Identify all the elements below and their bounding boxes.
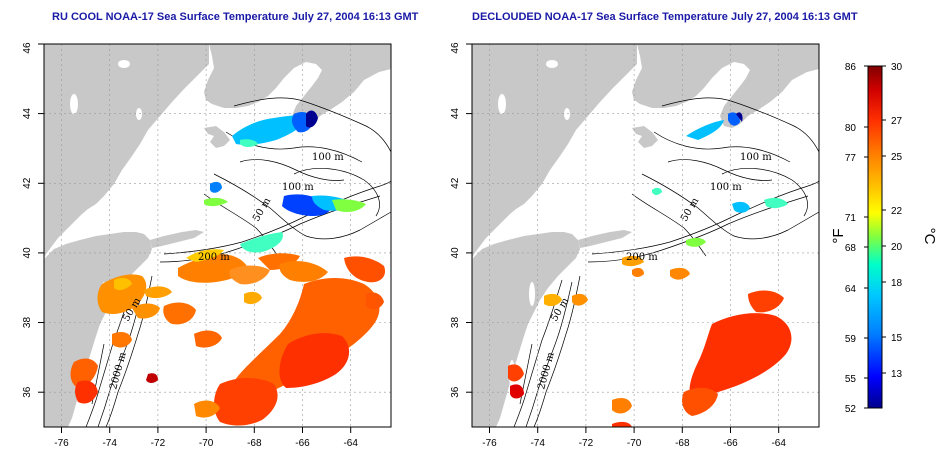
left-lat-tick-42: 42 (22, 177, 33, 189)
left-sst-warm-patches (70, 249, 386, 426)
left-lon-tick-76: -76 (54, 438, 69, 449)
right-lon-tick-76: -76 (482, 438, 497, 449)
right-lat-tick-42: 42 (450, 177, 461, 189)
colorbar-c-30: 30 (891, 62, 903, 73)
colorbar-c-20: 20 (891, 242, 903, 253)
left-lon-tick-74: -74 (102, 438, 117, 449)
colorbar-f-64: 64 (845, 284, 857, 295)
colorbar-f-77: 77 (845, 153, 857, 164)
colorbar-f-52: 52 (845, 404, 857, 415)
right-lon-tick-74: -74 (530, 438, 545, 449)
right-lat-tick-38: 38 (450, 317, 461, 329)
left-lat-tick-38: 38 (22, 317, 33, 329)
left-lon-tick-64: -64 (343, 438, 358, 449)
colorbar-c-25: 25 (891, 152, 903, 163)
colorbar-c-27: 27 (891, 116, 903, 127)
left-lon-tick-72: -72 (151, 438, 166, 449)
left-sst-cool-patches (204, 110, 366, 253)
colorbar-gradient (867, 65, 883, 409)
colorbar-celsius-unit: °C (921, 228, 938, 245)
colorbar-fahrenheit-unit: °F (830, 228, 847, 243)
right-lat-tick-44: 44 (450, 108, 461, 120)
colorbar-f-55: 55 (845, 374, 857, 385)
right-sst-cool-patches (652, 112, 788, 247)
colorbar-c-13: 13 (891, 369, 903, 380)
left-lon-tick-70: -70 (199, 438, 214, 449)
colorbar-c-22: 22 (891, 206, 903, 217)
left-lat-tick-44: 44 (22, 108, 33, 120)
right-contour-label-100m-a: 100 m (740, 152, 772, 163)
colorbar-f-68: 68 (845, 243, 857, 254)
colorbar-c-15: 15 (891, 333, 903, 344)
right-contour-label-200m: 200 m (626, 252, 658, 263)
right-map-panel: 100 m 100 m 50 m 200 m 50 m 2000 m (450, 42, 820, 449)
right-lon-tick-66: -66 (723, 438, 738, 449)
right-map-frame (471, 43, 820, 428)
left-map-frame (43, 43, 392, 428)
right-lat-tick-40: 40 (450, 247, 461, 259)
right-lat-tick-36: 36 (450, 386, 461, 398)
left-contour-label-100m-a: 100 m (312, 152, 344, 163)
colorbar-f-59: 59 (845, 334, 857, 345)
temperature-colorbar: 86 80 77 71 68 64 59 55 52 30 27 25 22 2… (830, 62, 938, 415)
right-lon-tick-72: -72 (579, 438, 594, 449)
left-lat-tick-40: 40 (22, 247, 33, 259)
colorbar-f-86: 86 (845, 62, 857, 73)
colorbar-f-71: 71 (845, 213, 857, 224)
left-map-panel: 100 m 100 m 50 m 200 m 50 m 2000 m (22, 42, 392, 449)
left-lat-tick-46: 46 (22, 42, 33, 54)
right-lon-tick-70: -70 (627, 438, 642, 449)
right-lon-tick-68: -68 (675, 438, 690, 449)
left-lat-tick-36: 36 (22, 386, 33, 398)
left-panel-title: RU COOL NOAA-17 Sea Surface Temperature … (52, 11, 419, 23)
colorbar-f-80: 80 (845, 123, 857, 134)
right-contour-label-100m-b: 100 m (710, 182, 742, 193)
right-lat-tick-46: 46 (450, 42, 461, 54)
left-contour-label-100m-b: 100 m (282, 182, 314, 193)
right-lon-tick-64: -64 (771, 438, 786, 449)
left-lon-tick-66: -66 (295, 438, 310, 449)
right-panel-title: DECLOUDED NOAA-17 Sea Surface Temperatur… (472, 11, 858, 23)
colorbar-c-18: 18 (891, 278, 903, 289)
left-lon-tick-68: -68 (247, 438, 262, 449)
left-contour-label-200m: 200 m (198, 252, 230, 263)
right-sst-warm-patches (508, 255, 792, 427)
